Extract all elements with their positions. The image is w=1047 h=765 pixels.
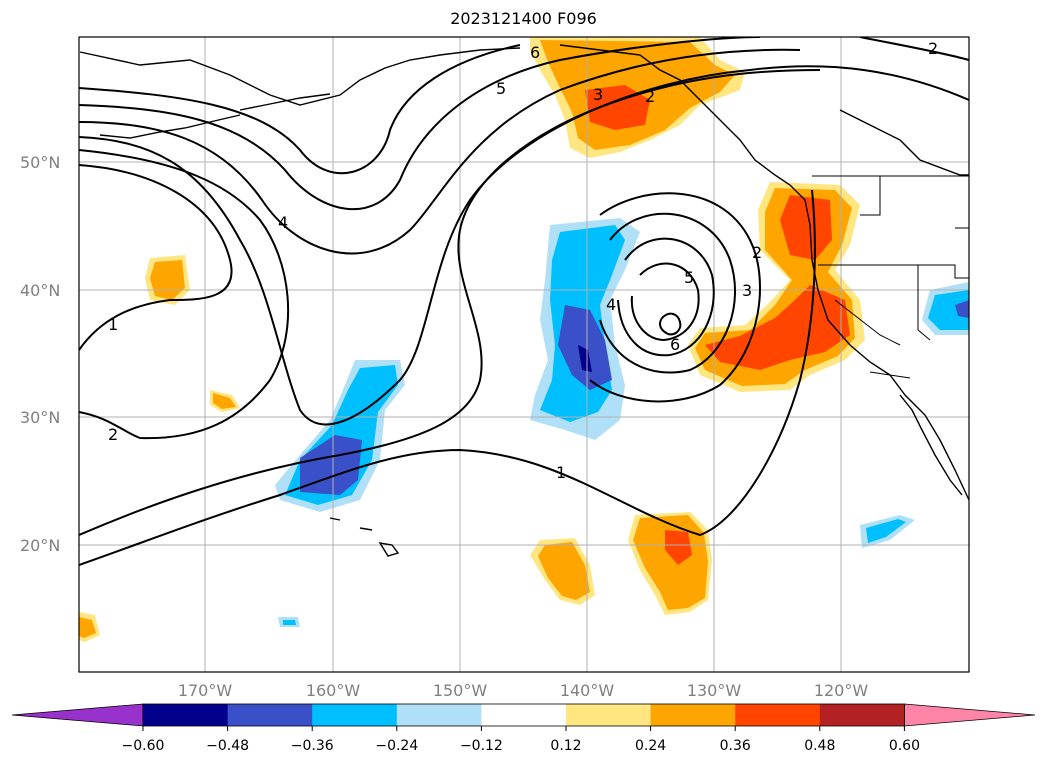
colorbar-segment [566,704,652,726]
lon-label: 150°W [433,681,488,700]
colorbar-tick-label: −0.60 [122,738,165,754]
colorbar-extend-high [904,703,1036,727]
colorbar-outline [142,703,905,727]
colorbar-segment [481,704,567,726]
lat-label: 30°N [20,408,60,427]
contour-labels: 6 5 3 2 4 1 2 2 5 6 4 3 2 1 [108,39,938,482]
colorbar-tick-label: 0.12 [550,738,581,754]
colorbar-tick-label: −0.24 [375,738,418,754]
lon-label: 160°W [306,681,361,700]
contour-label: 3 [742,281,752,300]
lon-label: 130°W [687,681,742,700]
colorbar-extend-low [11,703,144,727]
colorbar-tick-label: 0.36 [720,738,751,754]
colorbar-segment [735,704,821,726]
colorbar-tick-label: −0.48 [206,738,249,754]
contour-label: 6 [530,43,540,62]
map-area: 6 5 3 2 4 1 2 2 5 6 4 3 2 1 [79,37,969,672]
contour-label: 6 [670,335,680,354]
contour-label: 1 [556,463,566,482]
colorbar-tick-label: −0.12 [460,738,503,754]
longitude-labels: 170°W 160°W 150°W 140°W 130°W 120°W [178,681,869,700]
lon-label: 170°W [178,681,233,700]
colorbar-segment [819,704,905,726]
borders [812,175,969,379]
colorbar: −0.60 −0.48 −0.36 −0.24 −0.12 0.12 0.24 0.36 0.4… [11,703,1036,754]
colorbar-tick-label: 0.48 [804,738,835,754]
contour-label: 2 [108,425,118,444]
latitude-labels: 50°N 40°N 30°N 20°N [20,153,60,555]
contour-label: 2 [752,243,762,262]
colorbar-segment [227,704,313,726]
colorbar-tick-label: −0.36 [291,738,334,754]
map-border [78,36,970,673]
map-title: 2023121400 F096 [450,9,597,28]
colorbar-segment [143,704,229,726]
graticule [79,37,969,672]
colorbar-tick-label: 0.24 [635,738,666,754]
coastlines [79,44,969,557]
contour-label: 2 [645,87,655,106]
contours [79,37,969,566]
colorbar-segment [396,704,482,726]
contour-label: 3 [593,85,603,104]
lat-label: 20°N [20,536,60,555]
contour-label: 5 [496,79,506,98]
colorbar-segment [650,704,736,726]
lon-label: 120°W [814,681,869,700]
contour-label: 5 [684,268,694,287]
lon-label: 140°W [560,681,615,700]
contour-label: 1 [108,315,118,334]
contour-label: 2 [928,39,938,58]
colorbar-segment [312,704,398,726]
lat-label: 40°N [20,281,60,300]
lat-label: 50°N [20,153,60,172]
contour-label: 4 [606,295,616,314]
contour-label: 4 [278,213,288,232]
colorbar-tick-label: 0.60 [889,738,920,754]
